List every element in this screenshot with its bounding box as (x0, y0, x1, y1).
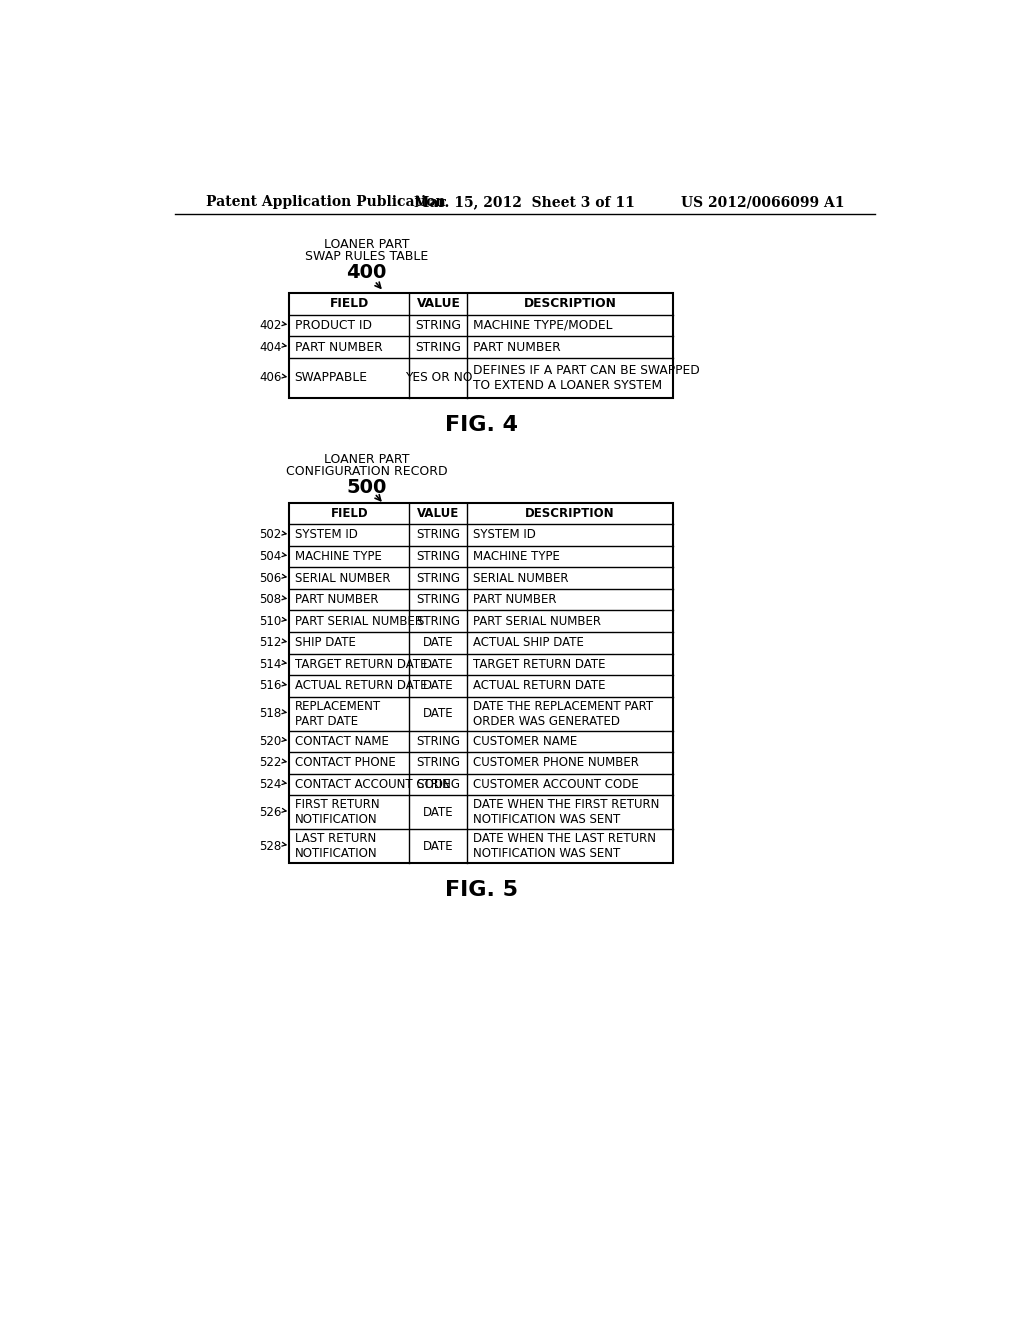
Text: DATE: DATE (423, 708, 454, 721)
Text: STRING: STRING (417, 593, 461, 606)
Text: 504: 504 (259, 550, 282, 564)
Text: SERIAL NUMBER: SERIAL NUMBER (473, 572, 568, 585)
Text: SWAP RULES TABLE: SWAP RULES TABLE (305, 251, 428, 264)
Text: FIELD: FIELD (330, 297, 369, 310)
Text: SYSTEM ID: SYSTEM ID (295, 528, 357, 541)
Text: LAST RETURN
NOTIFICATION: LAST RETURN NOTIFICATION (295, 832, 377, 861)
Text: STRING: STRING (417, 756, 461, 770)
Text: 508: 508 (259, 593, 282, 606)
Text: PART NUMBER: PART NUMBER (473, 593, 556, 606)
Text: PART NUMBER: PART NUMBER (295, 593, 378, 606)
Text: REPLACEMENT
PART DATE: REPLACEMENT PART DATE (295, 700, 381, 727)
Text: MACHINE TYPE: MACHINE TYPE (473, 550, 560, 564)
Text: FIG. 5: FIG. 5 (444, 880, 517, 900)
Text: DATE: DATE (423, 805, 454, 818)
Text: STRING: STRING (417, 572, 461, 585)
Text: DATE: DATE (423, 840, 454, 853)
Text: 514: 514 (259, 657, 282, 671)
Text: DATE WHEN THE FIRST RETURN
NOTIFICATION WAS SENT: DATE WHEN THE FIRST RETURN NOTIFICATION … (473, 799, 659, 826)
Text: DESCRIPTION: DESCRIPTION (523, 297, 616, 310)
Text: 402: 402 (259, 319, 282, 333)
Text: CONTACT NAME: CONTACT NAME (295, 735, 388, 748)
Text: PART SERIAL NUMBER: PART SERIAL NUMBER (295, 615, 423, 628)
Text: SYSTEM ID: SYSTEM ID (473, 528, 536, 541)
Text: STRING: STRING (416, 319, 462, 333)
Text: FIG. 4: FIG. 4 (444, 414, 517, 434)
Text: 406: 406 (259, 371, 282, 384)
Bar (289, 503, 673, 863)
Text: DATE THE REPLACEMENT PART
ORDER WAS GENERATED: DATE THE REPLACEMENT PART ORDER WAS GENE… (473, 700, 653, 727)
Text: STRING: STRING (416, 341, 462, 354)
Text: US 2012/0066099 A1: US 2012/0066099 A1 (681, 195, 844, 210)
Text: ACTUAL RETURN DATE: ACTUAL RETURN DATE (473, 680, 605, 693)
Text: LOANER PART: LOANER PART (324, 238, 410, 251)
Text: CONFIGURATION RECORD: CONFIGURATION RECORD (286, 465, 447, 478)
Text: SWAPPABLE: SWAPPABLE (295, 371, 368, 384)
Text: 500: 500 (346, 478, 387, 496)
Text: CUSTOMER ACCOUNT CODE: CUSTOMER ACCOUNT CODE (473, 777, 639, 791)
Text: CONTACT PHONE: CONTACT PHONE (295, 756, 395, 770)
Text: DATE: DATE (423, 657, 454, 671)
Text: 524: 524 (259, 777, 282, 791)
Text: DEFINES IF A PART CAN BE SWAPPED
TO EXTEND A LOANER SYSTEM: DEFINES IF A PART CAN BE SWAPPED TO EXTE… (473, 364, 699, 392)
Text: TARGET RETURN DATE: TARGET RETURN DATE (295, 657, 427, 671)
Text: Mar. 15, 2012  Sheet 3 of 11: Mar. 15, 2012 Sheet 3 of 11 (415, 195, 635, 210)
Text: ACTUAL SHIP DATE: ACTUAL SHIP DATE (473, 636, 584, 649)
Text: MACHINE TYPE: MACHINE TYPE (295, 550, 382, 564)
Text: VALUE: VALUE (417, 507, 460, 520)
Text: 506: 506 (259, 572, 282, 585)
Text: TARGET RETURN DATE: TARGET RETURN DATE (473, 657, 605, 671)
Text: 502: 502 (259, 528, 282, 541)
Text: YES OR NO: YES OR NO (404, 371, 472, 384)
Text: DATE WHEN THE LAST RETURN
NOTIFICATION WAS SENT: DATE WHEN THE LAST RETURN NOTIFICATION W… (473, 832, 656, 861)
Text: PART SERIAL NUMBER: PART SERIAL NUMBER (473, 615, 601, 628)
Text: 400: 400 (346, 263, 387, 282)
Text: DATE: DATE (423, 636, 454, 649)
Text: ACTUAL RETURN DATE: ACTUAL RETURN DATE (295, 680, 427, 693)
Text: CUSTOMER NAME: CUSTOMER NAME (473, 735, 578, 748)
Text: CUSTOMER PHONE NUMBER: CUSTOMER PHONE NUMBER (473, 756, 639, 770)
Text: SHIP DATE: SHIP DATE (295, 636, 355, 649)
Text: DATE: DATE (423, 680, 454, 693)
Text: FIRST RETURN
NOTIFICATION: FIRST RETURN NOTIFICATION (295, 799, 379, 826)
Text: DESCRIPTION: DESCRIPTION (525, 507, 615, 520)
Text: STRING: STRING (417, 550, 461, 564)
Text: STRING: STRING (417, 528, 461, 541)
Text: MACHINE TYPE/MODEL: MACHINE TYPE/MODEL (473, 319, 612, 333)
Text: 404: 404 (259, 341, 282, 354)
Text: 518: 518 (259, 708, 282, 721)
Text: LOANER PART: LOANER PART (324, 453, 410, 466)
Bar (289, 293, 673, 397)
Text: FIELD: FIELD (331, 507, 368, 520)
Text: 520: 520 (259, 735, 282, 748)
Text: PRODUCT ID: PRODUCT ID (295, 319, 372, 333)
Text: 516: 516 (259, 680, 282, 693)
Text: 526: 526 (259, 805, 282, 818)
Text: STRING: STRING (417, 735, 461, 748)
Text: 528: 528 (259, 840, 282, 853)
Text: 510: 510 (259, 615, 282, 628)
Text: STRING: STRING (417, 615, 461, 628)
Text: SERIAL NUMBER: SERIAL NUMBER (295, 572, 390, 585)
Text: 512: 512 (259, 636, 282, 649)
Text: STRING: STRING (417, 777, 461, 791)
Text: VALUE: VALUE (417, 297, 461, 310)
Text: PART NUMBER: PART NUMBER (295, 341, 382, 354)
Text: 522: 522 (259, 756, 282, 770)
Text: CONTACT ACCOUNT CODE: CONTACT ACCOUNT CODE (295, 777, 450, 791)
Text: PART NUMBER: PART NUMBER (473, 341, 560, 354)
Text: Patent Application Publication: Patent Application Publication (206, 195, 445, 210)
